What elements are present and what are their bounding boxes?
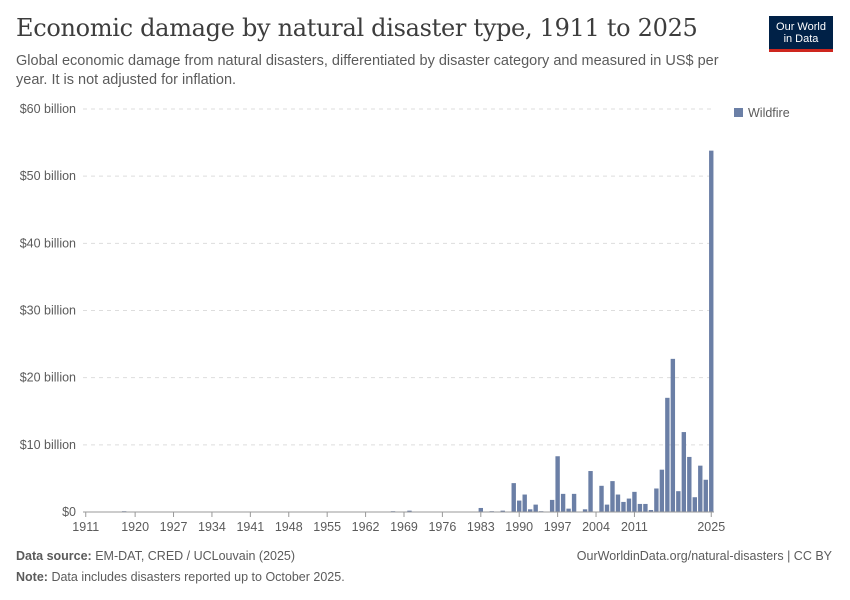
data-source: Data source: EM-DAT, CRED / UCLouvain (2…: [16, 549, 295, 563]
bar-2009[interactable]: [621, 501, 626, 512]
y-tick-label: $50 billion: [20, 169, 76, 183]
x-tick-label: 1941: [236, 520, 264, 534]
x-tick-label: 1911: [72, 520, 99, 534]
y-axis-ticks: $0 $10 billion $20 billion $30 billion $40 b…: [20, 102, 76, 519]
x-tick-label: 1983: [467, 520, 495, 534]
chart-subtitle: Global economic damage from natural disa…: [16, 53, 719, 88]
bar-2024[interactable]: [703, 479, 708, 512]
bar-2008[interactable]: [615, 494, 621, 512]
x-tick-label: 1955: [313, 520, 341, 534]
data-source-label: Data source:: [16, 549, 92, 563]
bar-1983[interactable]: [478, 507, 483, 512]
bar-2012[interactable]: [637, 503, 643, 512]
y-tick-label: $10 billion: [20, 438, 76, 452]
bar-2018[interactable]: [670, 358, 676, 512]
bar-2017[interactable]: [665, 397, 670, 512]
bars: [121, 150, 714, 512]
bar-1999[interactable]: [566, 508, 571, 512]
bar-chart: $0 $10 billion $20 billion $30 billion $40 b…: [20, 102, 790, 534]
x-axis-ticks: 1911 1920 1927 1934 1941 1948 1955 1962 1969 1976…: [72, 512, 725, 534]
legend[interactable]: Wildfire: [734, 106, 790, 120]
bar-2016[interactable]: [659, 469, 665, 512]
bar-1990[interactable]: [517, 500, 522, 512]
bar-1993[interactable]: [533, 504, 538, 512]
bar-2003[interactable]: [588, 471, 593, 512]
bar-1992[interactable]: [527, 509, 533, 512]
bar-2020[interactable]: [681, 432, 687, 512]
y-tick-label: $40 billion: [20, 236, 76, 250]
bar-2013[interactable]: [643, 503, 648, 512]
bar-1998[interactable]: [560, 493, 566, 512]
bar-2014[interactable]: [648, 509, 654, 512]
x-tick-label: 1969: [390, 520, 418, 534]
bar-2019[interactable]: [676, 491, 681, 512]
bar-2011[interactable]: [632, 491, 637, 512]
x-tick-label: 1927: [160, 520, 188, 534]
note-text: Data includes disasters reported up to O…: [51, 570, 345, 584]
data-source-link[interactable]: EM-DAT, CRED / UCLouvain (2025): [95, 549, 296, 563]
gridlines: [83, 108, 714, 446]
y-tick-label: $60 billion: [20, 102, 76, 116]
x-tick-label: 1920: [121, 520, 149, 534]
x-tick-label: 2004: [582, 520, 610, 534]
bar-2005[interactable]: [599, 485, 604, 512]
bar-2006[interactable]: [604, 504, 610, 512]
bar-2025[interactable]: [709, 150, 714, 512]
logo-line-1: Our World: [776, 21, 826, 33]
x-tick-label: 1934: [198, 520, 226, 534]
note-label: Note:: [16, 570, 48, 584]
logo-line-2: in Data: [783, 33, 819, 45]
note: Note: Data includes disasters reported u…: [16, 570, 345, 584]
y-tick-label: $30 billion: [20, 304, 76, 318]
x-tick-label: 2025: [697, 520, 725, 534]
x-tick-label: 1948: [275, 520, 303, 534]
x-tick-label: 1976: [428, 520, 456, 534]
x-tick-label: 2011: [621, 520, 648, 534]
x-tick-label: 1997: [544, 520, 572, 534]
bar-2000[interactable]: [571, 493, 577, 512]
x-tick-label: 1962: [352, 520, 380, 534]
bar-2007[interactable]: [610, 481, 615, 512]
bar-1989[interactable]: [511, 483, 516, 512]
bar-2010[interactable]: [626, 498, 632, 512]
legend-label: Wildfire: [748, 106, 790, 120]
bar-2023[interactable]: [698, 465, 703, 512]
bar-2021[interactable]: [687, 456, 692, 512]
bar-1991[interactable]: [522, 494, 527, 512]
source-url-link[interactable]: OurWorldinData.org/natural-disasters | C…: [576, 549, 832, 563]
y-tick-label: $20 billion: [20, 371, 76, 385]
legend-swatch: [734, 108, 743, 117]
bar-1987[interactable]: [500, 510, 505, 512]
y-tick-label: $0: [62, 505, 76, 519]
bar-1997[interactable]: [555, 456, 560, 512]
bar-1970[interactable]: [407, 510, 412, 512]
owid-logo[interactable]: Our World in Data: [769, 16, 833, 52]
x-tick-label: 1990: [505, 520, 533, 534]
chart-title: Economic damage by natural disaster type…: [16, 14, 698, 42]
bar-2015[interactable]: [654, 488, 659, 512]
bar-2002[interactable]: [582, 509, 588, 512]
bar-1996[interactable]: [549, 499, 555, 512]
bar-2022[interactable]: [692, 497, 697, 512]
